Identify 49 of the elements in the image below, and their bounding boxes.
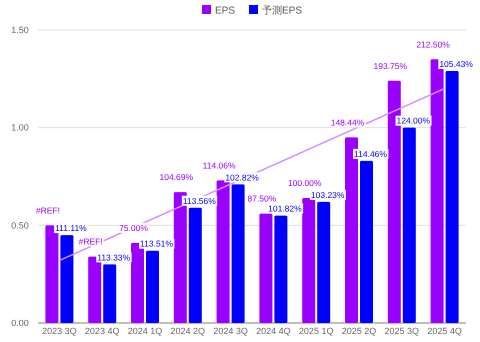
annotation: 102.82% [225, 172, 260, 182]
annotation: 104.69% [160, 172, 194, 182]
x-tick-label: 2025 2Q [342, 326, 376, 336]
annotation: 101.82% [268, 204, 302, 214]
annotation: 100.00% [288, 178, 322, 188]
bar [60, 235, 74, 323]
annotation: 105.43% [439, 59, 474, 70]
x-tick-label: 2025 4Q [427, 326, 462, 336]
bar [446, 71, 459, 323]
annotation: 113.56% [182, 196, 216, 206]
bar [103, 264, 116, 323]
x-tick-label: 2025 3Q [384, 326, 420, 336]
annotation: 87.50% [247, 194, 277, 204]
x-tick-label: 2024 3Q [213, 326, 248, 336]
annotation: #REF! [36, 205, 60, 216]
x-tick-label: 2024 1Q [128, 326, 162, 336]
bar [402, 128, 416, 323]
y-tick-label: 1.50 [11, 25, 29, 35]
bar [188, 208, 202, 323]
legend-label: EPS [214, 6, 236, 16]
x-tick-label: 2023 3Q [42, 326, 77, 336]
bar [146, 250, 159, 323]
bar [259, 214, 272, 323]
y-tick-label: 0.50 [11, 220, 29, 230]
annotation: 193.75% [374, 60, 408, 71]
bar [317, 202, 330, 323]
annotation: 113.51% [140, 238, 174, 249]
annotation: 212.50% [416, 39, 450, 50]
y-tick-label: 0.00 [11, 318, 29, 328]
annotation: #REF! [78, 236, 103, 247]
annotation: 75.00% [119, 222, 148, 233]
annotation: 103.23% [310, 190, 345, 200]
annotation: 113.33% [97, 252, 131, 262]
bar [302, 198, 316, 323]
annotation: 114.46% [354, 148, 388, 159]
annotation: 114.06% [202, 160, 236, 170]
bar [232, 184, 245, 323]
bar [360, 160, 373, 323]
x-tick-label: 2023 4Q [84, 326, 120, 336]
y-tick-label: 1.00 [11, 122, 29, 133]
annotation: 148.44% [330, 117, 365, 128]
bar [216, 180, 230, 323]
x-tick-label: 2025 1Q [298, 326, 334, 336]
legend-label: 予測EPS [262, 4, 302, 16]
annotation: 111.11% [55, 223, 88, 234]
bar [274, 216, 288, 323]
x-tick-label: 2024 2Q [170, 326, 206, 336]
annotation: 124.00% [396, 116, 431, 126]
x-tick-label: 2024 4Q [256, 326, 291, 336]
